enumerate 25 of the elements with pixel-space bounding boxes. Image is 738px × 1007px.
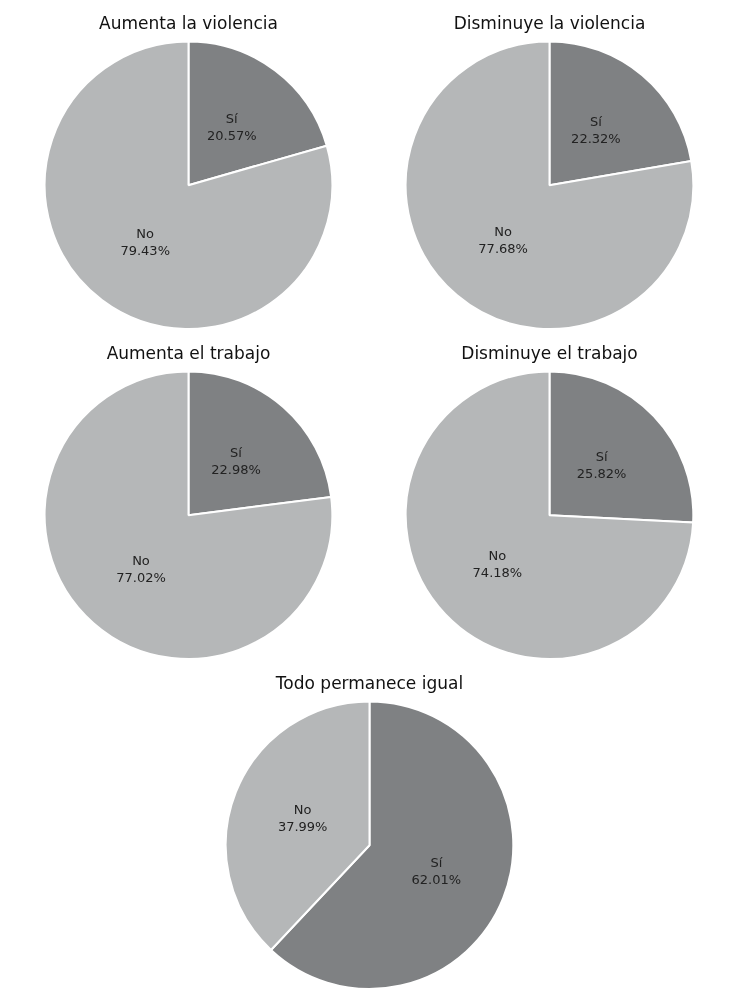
data-label: 25.82% xyxy=(576,466,627,482)
data-label: 77.02% xyxy=(116,569,166,585)
slice-label: Sí xyxy=(225,111,239,127)
slice-label: No xyxy=(132,552,150,568)
slice-label: No xyxy=(293,802,312,818)
chart-title: Aumenta la violencia xyxy=(99,12,278,33)
slice-label: Sí xyxy=(429,855,443,871)
data-label: 37.99% xyxy=(277,819,327,835)
slice-label: No xyxy=(494,223,512,239)
data-label: 20.57% xyxy=(207,128,257,144)
chart-title: Disminuye el trabajo xyxy=(461,342,638,363)
chart-title: Aumenta el trabajo xyxy=(106,342,271,363)
data-label: 22.32% xyxy=(571,130,621,146)
data-label: 77.68% xyxy=(478,240,528,256)
data-label: 79.43% xyxy=(120,242,170,258)
slice-label: No xyxy=(488,548,507,564)
slice-label: Sí xyxy=(589,113,603,129)
slice-label: No xyxy=(136,225,155,241)
slice-label: Sí xyxy=(230,444,243,460)
chart-title: Todo permanece igual xyxy=(274,672,463,693)
data-label: 74.18% xyxy=(472,565,523,581)
slice-label: Sí xyxy=(595,449,608,465)
data-label: 22.98% xyxy=(211,461,261,477)
data-label: 62.01% xyxy=(411,872,461,888)
chart-title: Disminuye la violencia xyxy=(453,12,646,33)
